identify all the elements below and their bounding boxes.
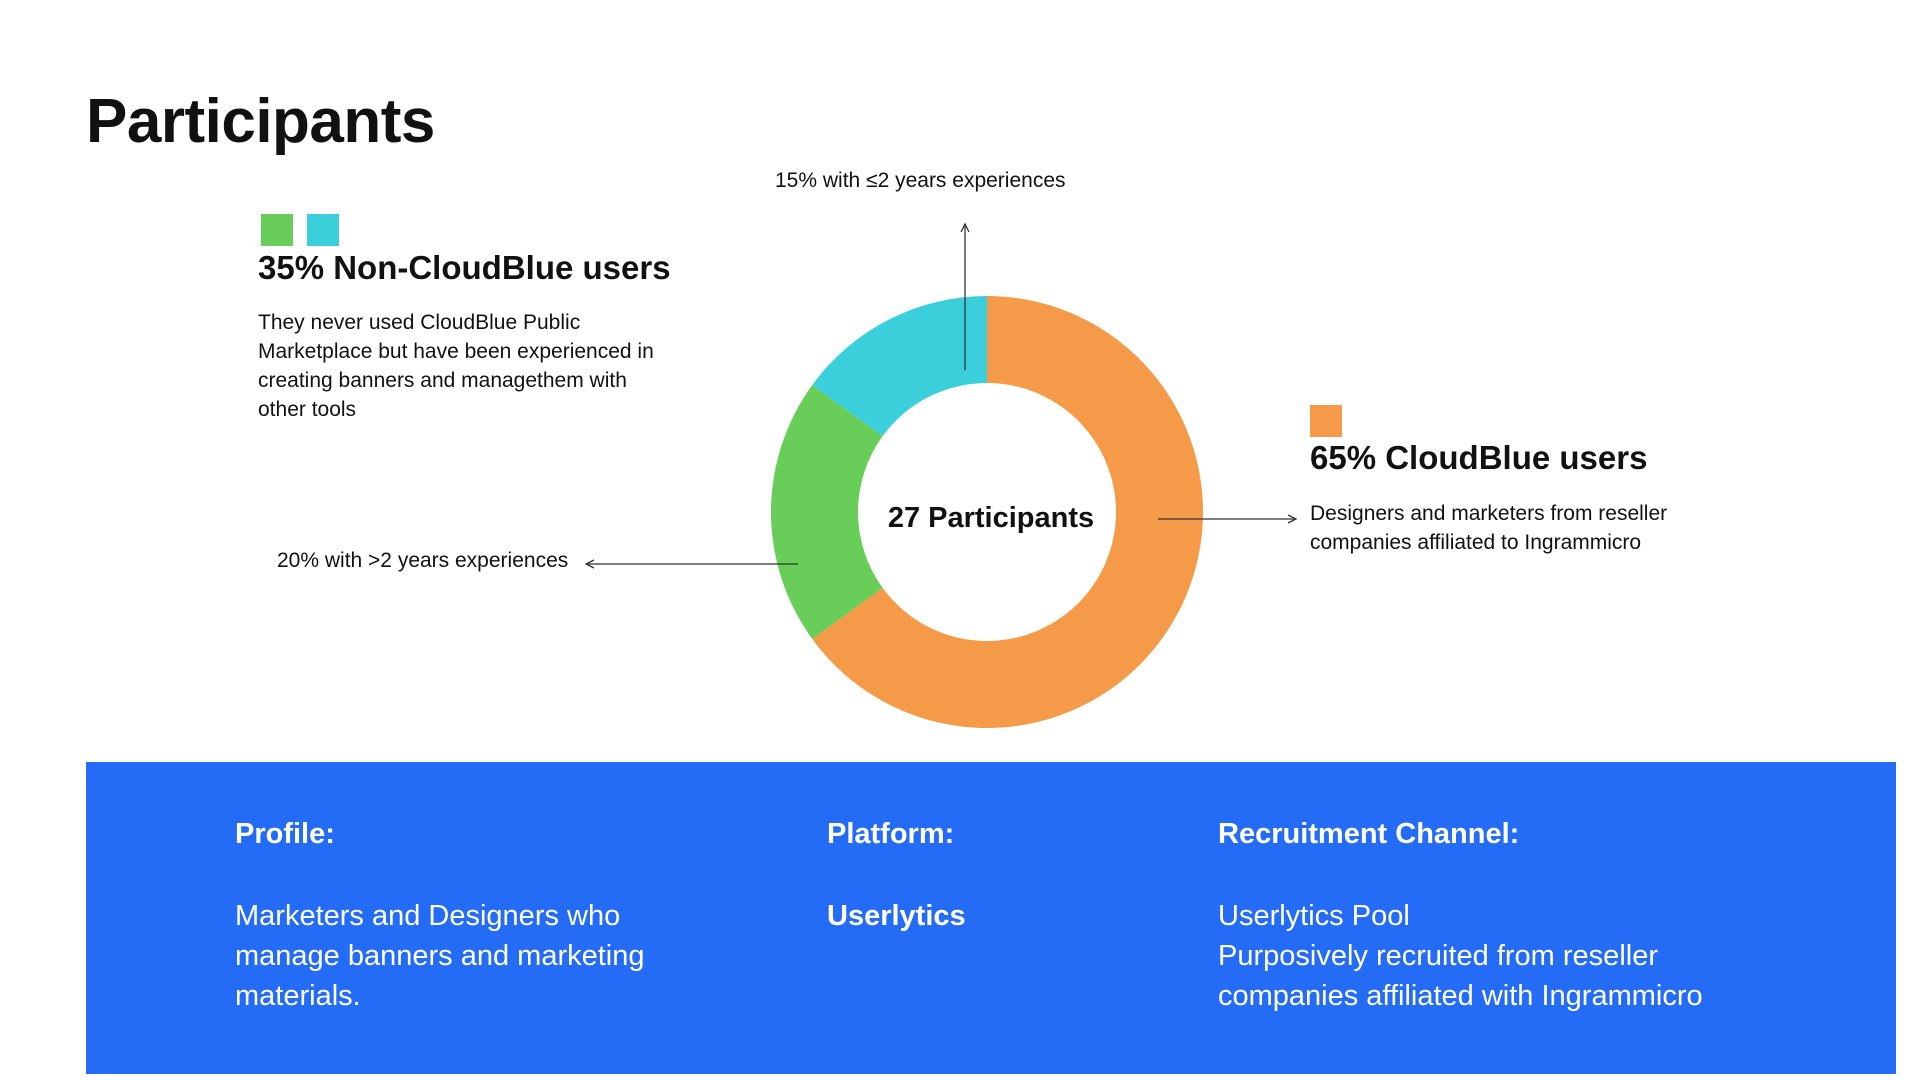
callout-upto-2-years: 15% with ≤2 years experiences [775, 169, 1066, 192]
platform-heading: Platform: [827, 818, 955, 850]
recruitment-line: Purposively recruited from reseller [1218, 940, 1658, 972]
platform-column: Platform: Userlytics [827, 816, 966, 936]
info-panel: Profile: Marketers and Designers who man… [86, 762, 1896, 1074]
recruitment-column: Recruitment Channel: Userlytics Pool Pur… [1218, 816, 1703, 1016]
cloudblue-heading: 65% CloudBlue users [1310, 439, 1648, 476]
profile-body: Marketers and Designers who manage banne… [235, 896, 644, 1016]
profile-heading: Profile: [235, 818, 335, 850]
recruitment-line: companies affiliated with Ingrammicro [1218, 980, 1703, 1012]
profile-line: materials. [235, 980, 361, 1012]
callout-over-2-years: 20% with >2 years experiences [277, 549, 569, 572]
profile-line: manage banners and marketing [235, 940, 645, 972]
donut-center-label: 27 Participants [888, 502, 1094, 534]
legend-swatch-cyan [307, 214, 339, 246]
recruitment-body: Userlytics Pool Purposively recruited fr… [1218, 896, 1703, 1016]
profile-line: Marketers and Designers who [235, 900, 621, 932]
recruitment-line: Userlytics Pool [1218, 900, 1410, 932]
page-title: Participants [86, 87, 435, 156]
platform-name: Userlytics [827, 900, 966, 932]
leader-arrow-cloudblue [1287, 514, 1298, 524]
legend-swatch-green [261, 214, 293, 246]
leader-arrow-over-2-years [584, 559, 595, 569]
callout-leader-lines [584, 222, 1298, 569]
non-cloudblue-heading: 35% Non-CloudBlue users [258, 249, 671, 286]
legend-swatch-orange [1310, 405, 1342, 437]
profile-column: Profile: Marketers and Designers who man… [235, 816, 644, 1016]
donut-slices [771, 296, 1203, 728]
recruitment-heading: Recruitment Channel: [1218, 818, 1520, 850]
donut-slice-non-cloudblue-upto-2 [812, 296, 987, 437]
non-cloudblue-description: They never used CloudBlue Public Marketp… [258, 311, 654, 421]
platform-value: Userlytics [827, 896, 966, 936]
donut-slice-non-cloudblue-over-2 [771, 385, 883, 639]
donut-slice-cloudblue [812, 296, 1203, 728]
leader-arrow-upto-2-years [960, 222, 970, 233]
cloudblue-description: Designers and marketers from reseller co… [1310, 502, 1668, 554]
